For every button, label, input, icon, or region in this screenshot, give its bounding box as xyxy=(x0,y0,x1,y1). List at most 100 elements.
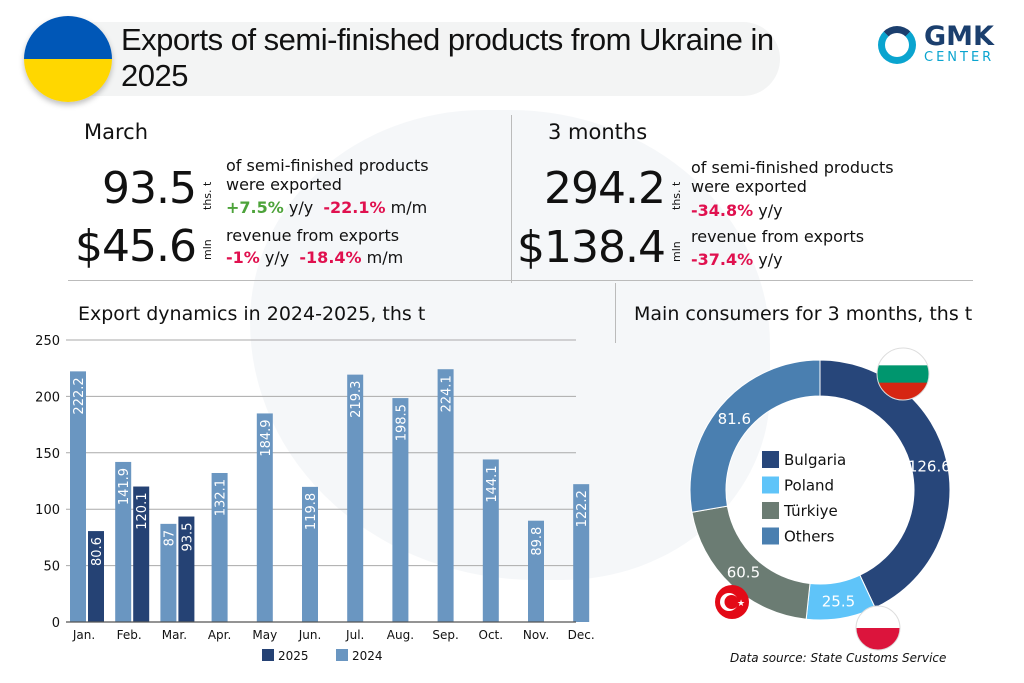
yy-change: +7.5% xyxy=(226,198,284,217)
legend-label: Bulgaria xyxy=(784,451,846,469)
poland-flag-icon xyxy=(855,605,901,651)
data-source: Data source: State Customs Service xyxy=(730,651,947,665)
legend-swatch xyxy=(762,527,779,545)
x-tick-label: Oct. xyxy=(479,628,504,642)
legend-swatch xyxy=(336,649,348,661)
crescent-inner xyxy=(724,595,739,609)
bar-2024 xyxy=(256,413,273,622)
star: ★ xyxy=(737,599,745,609)
divider xyxy=(511,115,512,283)
bar-chart-title: Export dynamics in 2024-2025, ths t xyxy=(78,303,426,325)
y-tick-label: 100 xyxy=(35,503,60,518)
flag-stripe xyxy=(856,606,900,629)
legend-swatch xyxy=(762,476,779,494)
three-months-revenue: $138.4 xyxy=(517,222,666,273)
bulgaria-flag-icon xyxy=(876,347,930,401)
march-revenue: $45.6 xyxy=(75,221,197,272)
bar-data-label: 119.8 xyxy=(304,493,319,530)
x-tick-label: Sep. xyxy=(432,628,458,642)
bar-data-label: 198.5 xyxy=(394,404,409,441)
yy-label: y/y xyxy=(758,201,783,220)
mm-change: -18.4% xyxy=(299,248,362,267)
bar-2025 xyxy=(88,531,104,622)
yy-change: -34.8% xyxy=(691,201,754,220)
three-months-volume-desc: of semi-finished products were exported xyxy=(691,158,894,196)
ukraine-map-background xyxy=(250,110,770,580)
march-label: March xyxy=(84,120,149,144)
bar-2024 xyxy=(160,523,177,622)
three-months-revenue-desc: revenue from exports xyxy=(691,227,865,246)
slice-value-label: 25.5 xyxy=(822,592,855,610)
legend-label: 2025 xyxy=(278,649,309,663)
bar-data-label: 132.1 xyxy=(214,479,229,516)
donut-chart-title: Main consumers for 3 months, ths t xyxy=(634,303,973,325)
bar-2024 xyxy=(347,374,364,622)
flag-stripe xyxy=(877,348,929,366)
legend-label: Others xyxy=(784,528,835,546)
bar-2024 xyxy=(392,398,409,622)
mm-label: m/m xyxy=(390,198,428,217)
march-volume-change: +7.5% y/y -22.1% m/m xyxy=(226,198,427,217)
legend-label: Türkiye xyxy=(783,502,838,520)
x-tick-label: Dec. xyxy=(568,628,595,642)
y-tick-label: 150 xyxy=(35,447,60,462)
slice-value-label: 81.6 xyxy=(718,410,751,428)
flag-stripe xyxy=(856,628,900,650)
bar-data-label: 120.1 xyxy=(135,493,150,530)
bar-data-label: 87 xyxy=(162,530,177,547)
mm-label: m/m xyxy=(366,248,404,267)
page-title: Exports of semi-finished products from U… xyxy=(121,22,774,93)
bar-2024 xyxy=(528,520,544,622)
slice-value-label: 126.6 xyxy=(908,458,951,476)
donut-slice-türkiye xyxy=(691,505,811,620)
three-months-revenue-change: -37.4% y/y xyxy=(691,250,783,269)
x-tick-label: Jan. xyxy=(72,628,95,642)
bar-2024 xyxy=(573,484,590,622)
bar-data-label: 224.1 xyxy=(440,375,455,412)
y-tick-label: 250 xyxy=(35,334,60,349)
march-volume-desc: of semi-finished products were exported xyxy=(226,156,429,194)
divider xyxy=(615,283,616,343)
x-tick-label: Mar. xyxy=(162,628,187,642)
x-tick-label: Jul. xyxy=(345,628,364,642)
bar-data-label: 141.9 xyxy=(117,468,132,505)
bar-2024 xyxy=(70,371,86,622)
three-months-label: 3 months xyxy=(548,120,648,144)
three-months-volume: 294.2 xyxy=(544,163,666,214)
y-tick-label: 50 xyxy=(43,560,60,575)
divider xyxy=(68,280,973,281)
x-tick-label: Aug. xyxy=(387,628,414,642)
yy-label: y/y xyxy=(264,248,290,267)
turkey-flag-icon: ★ xyxy=(715,585,749,619)
x-tick-label: May xyxy=(252,628,277,642)
donut-slice-others xyxy=(689,359,821,513)
bar-data-label: 219.3 xyxy=(349,381,364,418)
logo-text: GMK xyxy=(924,21,994,52)
legend-label: Poland xyxy=(784,477,834,495)
march-revenue-change: -1% y/y -18.4% m/m xyxy=(226,248,403,267)
bar-2025 xyxy=(178,516,195,622)
yy-change: -37.4% xyxy=(691,250,754,269)
gmk-center-logo: GMK CENTER xyxy=(878,21,994,65)
three-months-volume-change: -34.8% y/y xyxy=(691,201,783,220)
march-revenue-desc: revenue from exports xyxy=(226,226,400,245)
flag-border xyxy=(876,347,930,401)
flag-stripe xyxy=(877,382,929,400)
bar-data-label: 184.9 xyxy=(259,419,274,456)
yy-label: y/y xyxy=(288,198,314,217)
y-tick-label: 0 xyxy=(52,616,60,631)
flag-stripe xyxy=(877,365,929,384)
legend-label: 2024 xyxy=(352,649,383,663)
bar-2024 xyxy=(437,369,454,622)
x-tick-label: Jun. xyxy=(298,628,322,642)
bar-data-label: 89.8 xyxy=(530,527,545,556)
title-bar xyxy=(90,22,780,96)
slice-value-label: 60.5 xyxy=(727,564,760,582)
bar-2025 xyxy=(133,486,150,622)
bar-data-label: 122.2 xyxy=(575,490,590,527)
legend-swatch xyxy=(762,502,779,519)
x-tick-label: Apr. xyxy=(208,628,231,642)
x-tick-label: Nov. xyxy=(523,628,549,642)
